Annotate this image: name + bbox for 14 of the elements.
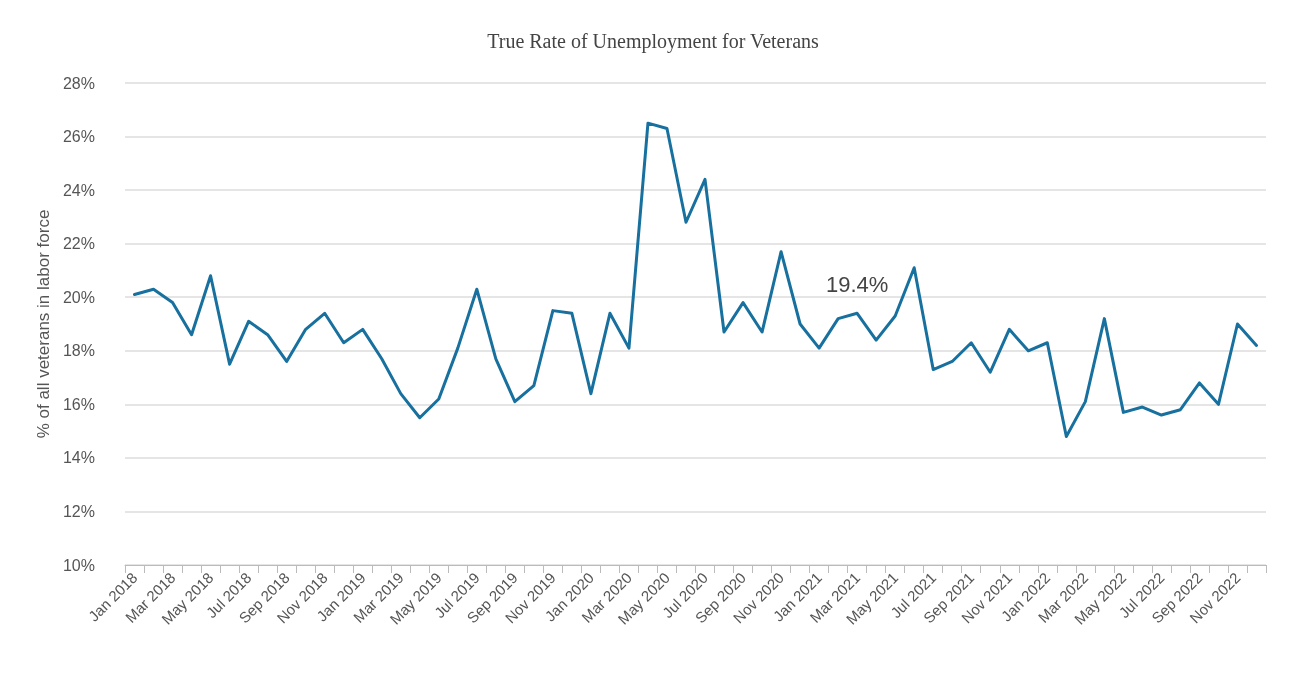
y-tick-label: 24% <box>62 181 95 199</box>
y-tick-label: 14% <box>62 449 95 467</box>
annotation: 19.4% <box>825 271 889 297</box>
y-tick-label: 26% <box>62 128 95 146</box>
y-tick-label: 28% <box>62 74 95 92</box>
chart-title: True Rate of Unemployment for Veterans <box>487 30 820 53</box>
y-tick-label: 16% <box>62 395 95 413</box>
y-tick-label: 10% <box>62 556 95 574</box>
line-series <box>133 121 1258 438</box>
y-tick-label: 12% <box>62 502 95 520</box>
y-tick-label: 18% <box>62 342 95 360</box>
y-axis-title: % of all veterans in labor force <box>34 209 54 439</box>
y-tick-label: 20% <box>62 288 95 306</box>
y-tick-label: 22% <box>62 235 95 253</box>
